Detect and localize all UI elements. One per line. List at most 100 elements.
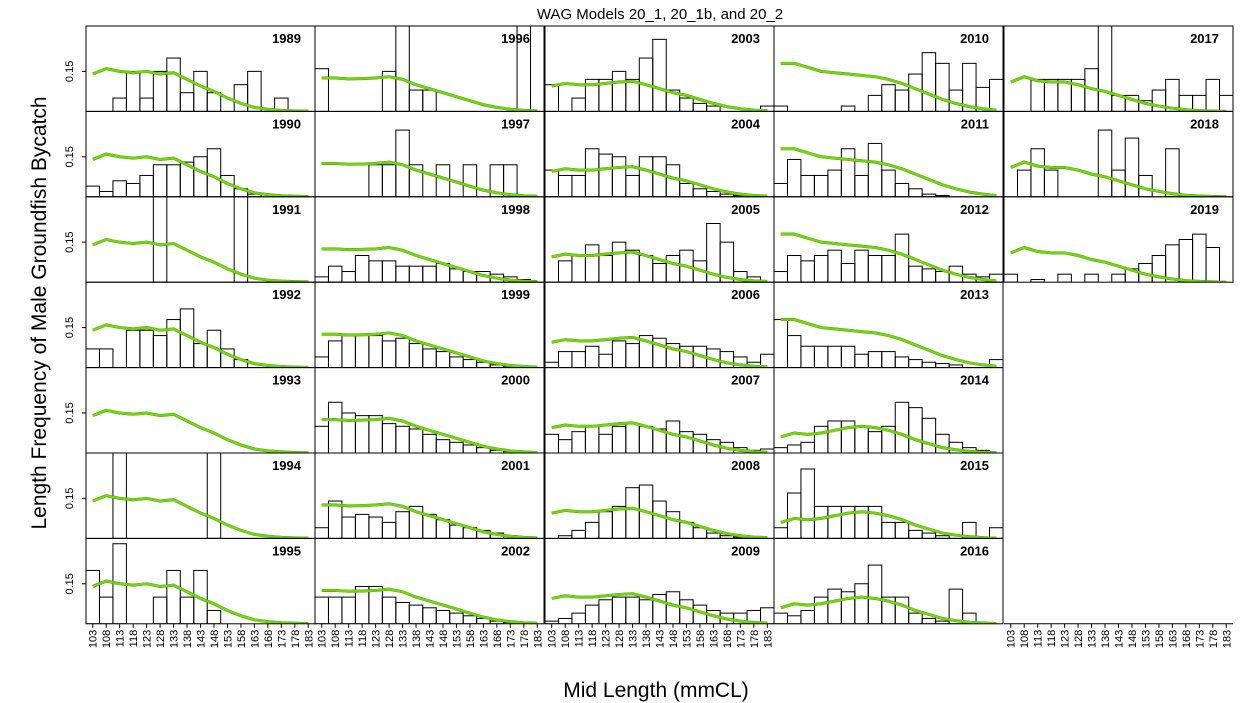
panel-year-label: 1992 bbox=[272, 287, 301, 302]
x-ticks-layer: 103 108 113 118 123 128 133 138 143 148 153 158 163 1… bbox=[88, 623, 1233, 648]
panel-2001: 2001 bbox=[314, 452, 545, 539]
chart-title: WAG Models 20_1, 20_1b, and 20_2 bbox=[537, 6, 783, 23]
panel-year-label: 1999 bbox=[501, 287, 530, 302]
x-tick-label: 163 bbox=[1167, 630, 1179, 648]
observed-bar bbox=[962, 612, 977, 624]
panel-2017: 2017 bbox=[1003, 25, 1234, 112]
observed-bar bbox=[962, 521, 977, 539]
fit-line-model-20-2 bbox=[92, 67, 309, 112]
x-tick-label: 133 bbox=[1087, 630, 1099, 648]
x-tick-label: 133 bbox=[628, 630, 640, 648]
y-tick-label: 0.15 bbox=[64, 146, 76, 167]
x-tick-label: 148 bbox=[668, 630, 680, 648]
x-tick-label: 168 bbox=[1181, 630, 1193, 648]
fit-line-model-20-2 bbox=[321, 502, 538, 539]
x-tick-label: 103 bbox=[1006, 630, 1018, 648]
panel-2002: 2002 bbox=[314, 537, 545, 625]
panel-plot-area bbox=[774, 468, 1003, 539]
panel-frame bbox=[773, 537, 1004, 625]
x-tick-label: 153 bbox=[1140, 630, 1152, 648]
x-tick-label: 183 bbox=[532, 630, 544, 648]
observed-bar bbox=[395, 26, 410, 112]
panel-plot-area bbox=[545, 38, 774, 112]
x-tick-label: 168 bbox=[492, 630, 504, 648]
x-tick-label: 133 bbox=[169, 630, 181, 648]
x-tick-label: 178 bbox=[1208, 630, 1220, 648]
panel-2011: 2011 bbox=[773, 110, 1004, 198]
panel-year-label: 2012 bbox=[960, 202, 989, 217]
fit-line-model-20-2 bbox=[780, 318, 997, 368]
x-tick-label: 123 bbox=[601, 630, 613, 648]
observed-bar bbox=[503, 164, 518, 197]
panel-2008: 2008 bbox=[544, 452, 775, 539]
y-tick-label: 0.15 bbox=[64, 231, 76, 252]
panel-year-label: 2011 bbox=[961, 116, 989, 131]
x-axis-column-1: 103 108 113 118 123 128 133 138 143 148 153 158 163 1… bbox=[317, 623, 544, 648]
panel-plot-area bbox=[92, 57, 309, 112]
x-axis-column-2: 103 108 113 118 123 128 133 138 143 148 153 158 163 1… bbox=[547, 623, 774, 648]
panel-1996: 1996 bbox=[314, 25, 545, 112]
x-tick-label: 168 bbox=[722, 630, 734, 648]
panel-1989: 1989 0.15 bbox=[64, 25, 316, 112]
x-tick-label: 118 bbox=[128, 630, 140, 648]
fit-line-model-20-2 bbox=[1010, 75, 1227, 112]
panel-2016: 2016 bbox=[773, 537, 1004, 625]
panel-2019: 2019 bbox=[1003, 196, 1234, 283]
panel-plot-area bbox=[321, 129, 538, 197]
panel-2004: 2004 bbox=[544, 110, 775, 198]
observed-bar bbox=[800, 468, 815, 539]
observed-bar bbox=[1097, 129, 1113, 197]
observed-bar bbox=[193, 569, 208, 624]
panel-year-label: 2001 bbox=[501, 458, 530, 473]
x-tick-label: 158 bbox=[465, 630, 477, 648]
fit-line-model-20-2 bbox=[780, 425, 997, 454]
panel-plot-area bbox=[774, 401, 997, 454]
panel-1997: 1997 bbox=[314, 110, 545, 198]
x-tick-label: 178 bbox=[519, 630, 531, 648]
x-tick-label: 178 bbox=[290, 630, 302, 648]
fit-line-model-20-2 bbox=[551, 165, 768, 197]
x-tick-label: 123 bbox=[142, 630, 154, 648]
panel-year-label: 2019 bbox=[1190, 202, 1219, 217]
observed-bar bbox=[166, 57, 181, 112]
panel-year-label: 2008 bbox=[731, 458, 760, 473]
panel-year-label: 2000 bbox=[501, 373, 530, 388]
x-tick-label: 128 bbox=[1073, 630, 1085, 648]
x-tick-label: 113 bbox=[115, 630, 127, 648]
x-tick-label: 143 bbox=[1114, 630, 1126, 648]
panel-plot-area bbox=[551, 484, 768, 539]
observed-bar bbox=[98, 348, 114, 368]
x-tick-label: 108 bbox=[330, 630, 342, 648]
x-axis-column-0: 103 108 113 118 123 128 133 138 143 148 153 158 163 1… bbox=[88, 623, 315, 648]
fit-line-model-20-2 bbox=[321, 246, 538, 283]
y-tick-label: 0.15 bbox=[64, 573, 76, 594]
panel-1990: 1990 0.15 bbox=[64, 110, 316, 198]
x-tick-label: 143 bbox=[196, 630, 208, 648]
x-tick-label: 128 bbox=[614, 630, 626, 648]
fit-line-model-20-2 bbox=[92, 323, 309, 368]
panel-plot-area bbox=[92, 196, 309, 283]
panel-year-label: 2004 bbox=[731, 116, 761, 131]
x-tick-label: 163 bbox=[249, 630, 261, 648]
x-tick-label: 103 bbox=[547, 630, 559, 648]
panels-layer: 1989 0.15 1990 0.15 1991 0.15 1992 0.15 1993 0.15… bbox=[64, 25, 1234, 625]
fit-line-model-20-2 bbox=[551, 592, 768, 624]
x-tick-label: 183 bbox=[1221, 630, 1233, 648]
x-tick-label: 118 bbox=[587, 630, 599, 648]
panel-year-label: 1996 bbox=[501, 31, 530, 46]
x-tick-label: 113 bbox=[574, 630, 586, 648]
fit-line-model-20-2 bbox=[780, 147, 997, 197]
fit-line-model-20-2 bbox=[551, 80, 768, 112]
fit-line-model-20-2 bbox=[780, 510, 997, 539]
fit-line-model-20-2 bbox=[321, 587, 538, 624]
panel-plot-area bbox=[551, 222, 768, 283]
panel-year-label: 1993 bbox=[272, 373, 301, 388]
panel-2012: 2012 bbox=[773, 196, 1004, 283]
y-tick-label: 0.15 bbox=[64, 317, 76, 338]
panel-2010: 2010 bbox=[773, 25, 1004, 112]
panel-2005: 2005 bbox=[544, 196, 775, 283]
panel-frame bbox=[1003, 196, 1234, 283]
panel-year-label: 1998 bbox=[501, 202, 530, 217]
y-tick-label: 0.15 bbox=[64, 488, 76, 509]
x-tick-label: 158 bbox=[1154, 630, 1166, 648]
